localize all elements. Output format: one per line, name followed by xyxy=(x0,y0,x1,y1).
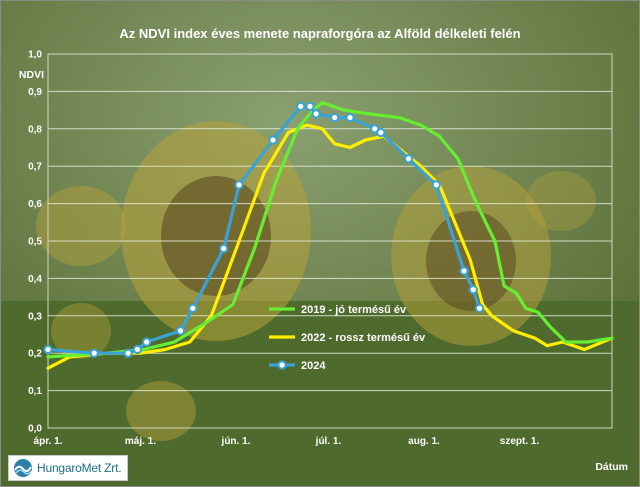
series-point xyxy=(43,344,53,355)
x-tick-label: szept. 1. xyxy=(500,436,540,447)
series-point xyxy=(468,285,478,295)
hungaromet-logo-text: HungaroMet Zrt. xyxy=(37,461,122,475)
series-point xyxy=(345,112,355,123)
chart-title: Az NDVI index éves menete napraforgóra a… xyxy=(119,26,520,41)
legend-label: 2024 xyxy=(301,360,326,372)
x-tick-label: ápr. 1. xyxy=(34,436,63,447)
series-point xyxy=(188,303,198,313)
y-tick-label: 0,0 xyxy=(28,424,42,435)
series-line-2 xyxy=(46,104,482,355)
hungaromet-logo-icon xyxy=(14,459,32,477)
series-point xyxy=(175,326,186,336)
series-point xyxy=(89,348,99,358)
y-tick-label: 0,5 xyxy=(28,237,42,248)
series-point xyxy=(123,348,133,358)
series-lines xyxy=(43,100,614,370)
series-point xyxy=(330,112,340,123)
series-line-1 xyxy=(46,123,614,370)
series-point xyxy=(132,344,142,355)
legend-label: 2022 - rossz termésű év xyxy=(301,332,426,344)
plot-area-border xyxy=(47,53,613,429)
series-point xyxy=(376,127,386,138)
series-point xyxy=(305,101,315,111)
y-tick-label: 0,2 xyxy=(28,349,42,360)
x-axis-label: Dátum xyxy=(595,461,628,473)
y-tick-label: 0,7 xyxy=(28,162,42,173)
legend: 2019 - jó termésű év 2022 - rossz termésű… xyxy=(269,304,426,372)
series-point xyxy=(311,109,321,119)
legend-label: 2019 - jó termésű év xyxy=(301,304,407,316)
x-axis-ticks: ápr. 1. máj. 1. jún. 1. júl. 1. aug. 1. szept… xyxy=(34,436,540,447)
legend-marker xyxy=(277,360,287,370)
y-tick-label: 0,9 xyxy=(28,87,42,98)
series-point xyxy=(431,180,441,190)
series-point xyxy=(296,101,306,111)
series-point xyxy=(268,135,278,145)
y-tick-label: 0,4 xyxy=(28,274,42,285)
series-point xyxy=(474,303,485,313)
series-point xyxy=(142,337,152,347)
y-axis-ticks: 0,0 0,1 0,2 0,3 0,4 0,5 0,6 0,7 0,8 0,9 1,0 xyxy=(28,50,42,435)
y-axis-label: NDVI xyxy=(19,69,44,81)
y-tick-label: 0,1 xyxy=(28,386,42,397)
x-tick-label: aug. 1. xyxy=(408,436,440,447)
series-line-0 xyxy=(46,100,614,359)
grid-lines xyxy=(48,53,612,429)
series-point xyxy=(234,180,244,190)
y-tick-label: 0,6 xyxy=(28,199,42,210)
y-tick-label: 1,0 xyxy=(28,50,42,61)
series-point xyxy=(219,243,229,254)
y-tick-label: 0,3 xyxy=(28,311,42,322)
x-tick-label: júl. 1. xyxy=(315,436,342,447)
series-point xyxy=(459,266,469,276)
x-tick-label: máj. 1. xyxy=(125,436,156,447)
hungaromet-logo: HungaroMet Zrt. xyxy=(8,455,128,481)
x-tick-label: jún. 1. xyxy=(221,436,251,447)
series-point xyxy=(403,154,414,164)
y-tick-label: 0,8 xyxy=(28,124,42,135)
